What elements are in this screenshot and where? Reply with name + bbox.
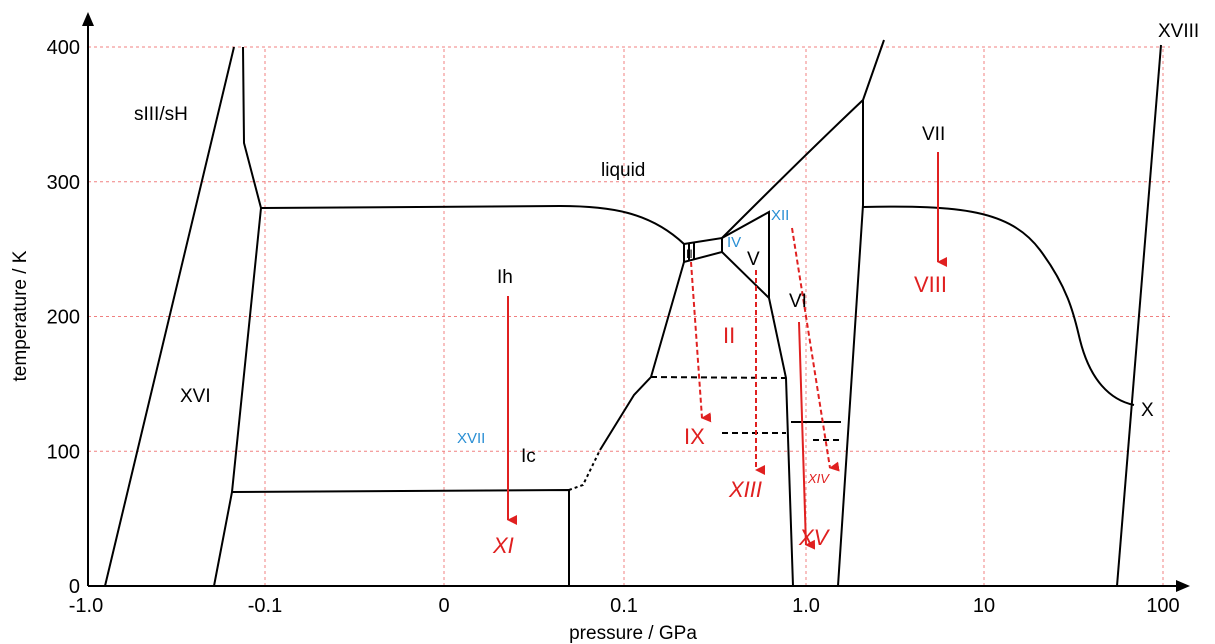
boundary-liquid-vi: [721, 99, 864, 239]
arrow-vi-to-xv: [798, 321, 816, 550]
x-tick-label: 100: [1146, 595, 1179, 617]
x-tick-labels: -1.0 -0.1 0 0.1 1.0 10 100: [69, 595, 1180, 617]
phase-label-siii-sh: sIII/sH: [134, 104, 188, 125]
arrow-iii-to-ix: [690, 261, 712, 423]
phase-label-ii: II: [723, 323, 735, 348]
phase-label-vi: VI: [789, 291, 807, 312]
phase-label-x: X: [1141, 400, 1154, 421]
x-tick-label: -1.0: [69, 595, 103, 617]
boundary-vi-vii: [837, 100, 864, 587]
x-tick-label: 1.0: [792, 595, 820, 617]
y-tick-label: 100: [47, 441, 80, 463]
phase-labels: sIII/sH XVI liquid Ih Ic XVII III IV V X…: [134, 21, 1199, 558]
phase-label-xv: XV: [798, 525, 831, 550]
x-tick-label: 10: [973, 595, 995, 617]
phase-label-ix: IX: [684, 424, 705, 449]
phase-label-v: V: [747, 249, 760, 270]
transition-arrows: [507, 152, 947, 550]
y-axis-label: temperature / K: [10, 250, 31, 381]
y-tick-label: 0: [69, 576, 80, 598]
boundary-ih-ii: [599, 261, 685, 451]
boundary-iv-v: [721, 210, 770, 301]
boundary-ih-bottom: [231, 488, 570, 586]
y-tick-labels: 0 100 200 300 400: [47, 37, 80, 598]
x-tick-label: -0.1: [248, 595, 282, 617]
phase-label-viii: VIII: [914, 272, 947, 297]
phase-label-iii: III: [686, 247, 696, 261]
x-axis-arrowhead: [1176, 580, 1190, 592]
phase-label-xi: XI: [492, 533, 514, 558]
y-tick-label: 400: [47, 37, 80, 59]
phase-label-iv: IV: [727, 234, 741, 251]
x-tick-label: 0.1: [610, 595, 638, 617]
y-axis-arrowhead: [82, 12, 94, 26]
boundary-vii-liquid: [862, 39, 885, 101]
x-axis-label: pressure / GPa: [569, 623, 697, 644]
boundary-x: [1116, 44, 1162, 587]
boundary-ii-ix-dashed: [650, 376, 787, 379]
phase-label-vii: VII: [922, 124, 945, 145]
boundary-v-vi: [768, 297, 794, 587]
phase-label-xiii: XIII: [728, 477, 762, 502]
axes: [82, 12, 1190, 592]
y-tick-label: 300: [47, 172, 80, 194]
phase-label-ih: Ih: [497, 267, 513, 288]
phase-label-xviii: XVIII: [1158, 21, 1199, 42]
boundary-ic-metastable: [568, 449, 601, 491]
phase-label-xvii: XVII: [457, 430, 485, 447]
x-tick-label: 0: [438, 595, 449, 617]
grid-lines: [88, 46, 1170, 586]
boundary-xvi-left: [104, 46, 235, 587]
boundary-ih-liquid: [260, 204, 685, 245]
phase-label-xvi: XVI: [180, 386, 211, 407]
y-tick-label: 200: [47, 307, 80, 329]
phase-label-xii: XII: [771, 207, 789, 224]
phase-boundaries: [104, 39, 1162, 587]
phase-label-xiv: XIV: [807, 471, 830, 486]
arrow-xii-to-xiv: [791, 227, 840, 472]
boundary-vii-viii: [862, 205, 1135, 406]
phase-label-liquid: liquid: [601, 160, 645, 181]
phase-label-ic: Ic: [521, 446, 536, 467]
